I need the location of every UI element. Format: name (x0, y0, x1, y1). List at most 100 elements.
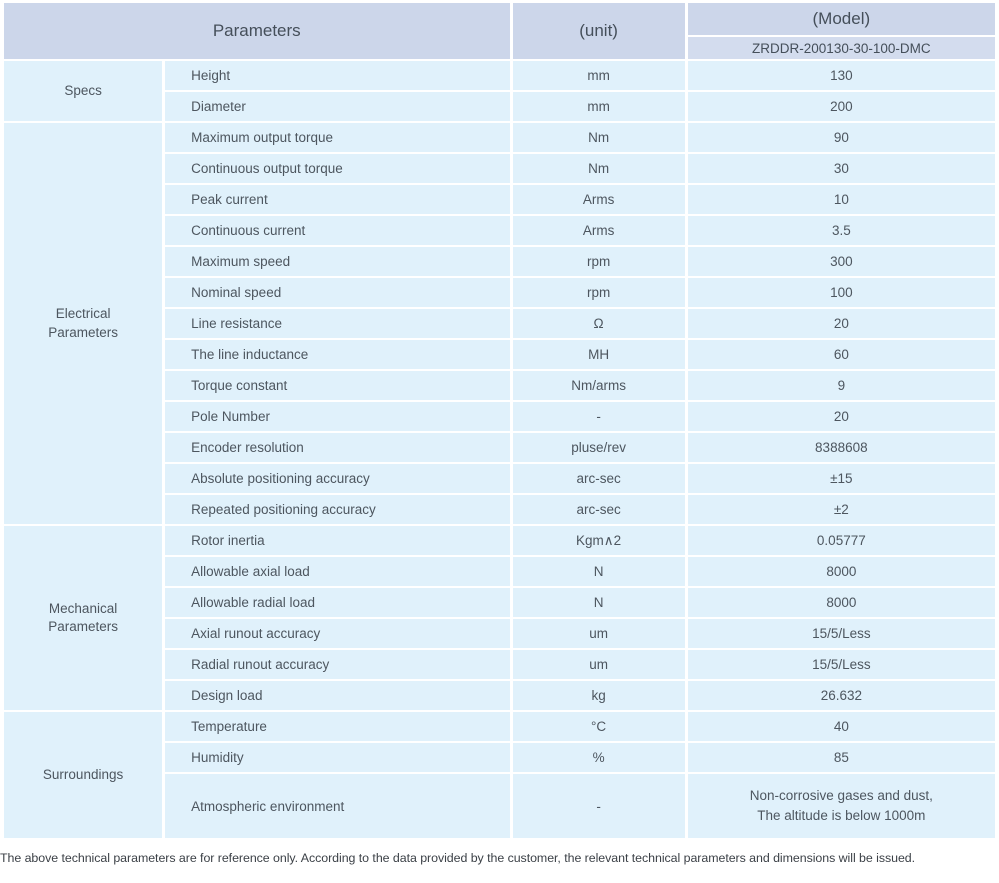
param-cell: Torque constant (165, 371, 510, 400)
param-cell: Allowable axial load (165, 557, 510, 586)
unit-cell: rpm (512, 247, 685, 276)
value-cell: 20 (687, 309, 995, 338)
table-row: Maximum speed rpm 300 (4, 247, 995, 276)
unit-header: (unit) (512, 3, 685, 59)
section-label: Electrical Parameters (4, 123, 163, 524)
unit-cell: Nm (512, 123, 685, 152)
param-cell: Nominal speed (165, 278, 510, 307)
param-cell: Diameter (165, 92, 510, 121)
value-cell: 30 (687, 154, 995, 183)
unit-cell: N (512, 588, 685, 617)
param-cell: Maximum speed (165, 247, 510, 276)
unit-cell: rpm (512, 278, 685, 307)
param-cell: Peak current (165, 185, 510, 214)
unit-cell: - (512, 774, 685, 838)
unit-cell: um (512, 619, 685, 648)
value-cell: 26.632 (687, 681, 995, 710)
param-cell: Design load (165, 681, 510, 710)
unit-cell: - (512, 402, 685, 431)
param-cell: Continuous current (165, 216, 510, 245)
value-cell: 8000 (687, 557, 995, 586)
unit-cell: N (512, 557, 685, 586)
value-cell: 85 (687, 743, 995, 772)
unit-cell: Nm/arms (512, 371, 685, 400)
param-cell: Axial runout accuracy (165, 619, 510, 648)
table-row: Surroundings Temperature °C 40 (4, 712, 995, 838)
value-cell: 15/5/Less (687, 650, 995, 679)
table-row: Nominal speed rpm 100 (4, 278, 995, 307)
param-cell: Atmospheric environment (165, 774, 510, 838)
section-label: Specs (4, 61, 163, 121)
table-row: The line inductance MH 60 (4, 340, 995, 369)
unit-cell: mm (512, 61, 685, 90)
spec-table-body: Specs Height mm 130 Diameter mm 200 Electrical … (4, 61, 995, 838)
param-cell: Maximum output torque (165, 123, 510, 152)
model-header: (Model) (687, 3, 995, 35)
footer-note: The above technical parameters are for r… (0, 851, 916, 865)
param-cell: Allowable radial load (165, 588, 510, 617)
unit-cell: arc-sec (512, 464, 685, 493)
param-cell: Continuous output torque (165, 154, 510, 183)
value-cell: 8388608 (687, 433, 995, 462)
table-row: Specs Height mm 130 (4, 61, 995, 121)
table-row: Peak current Arms 10 (4, 185, 995, 214)
unit-cell: % (512, 743, 685, 772)
value-cell: 60 (687, 340, 995, 369)
header-row-2: ZRDDR-200130-30-100-DMC (4, 37, 995, 59)
value-cell: 300 (687, 247, 995, 276)
param-cell: Encoder resolution (165, 433, 510, 462)
table-row: Radial runout accuracy um 15/5/Less (4, 650, 995, 679)
unit-cell: um (512, 650, 685, 679)
value-cell: 0.05777 (687, 526, 995, 555)
model-number: ZRDDR-200130-30-100-DMC (687, 37, 995, 59)
table-row: Allowable radial load N 8000 (4, 588, 995, 617)
spec-table: Parameters (unit) (Model) ZRDDR-200130-3… (1, 1, 998, 840)
unit-cell: pluse/rev (512, 433, 685, 462)
value-cell: 200 (687, 92, 995, 121)
value-cell: 40 (687, 712, 995, 741)
unit-cell: Arms (512, 216, 685, 245)
table-row: Atmospheric environment - Non-corrosive ga… (4, 774, 995, 838)
table-row: Encoder resolution pluse/rev 8388608 (4, 433, 995, 462)
unit-cell: °C (512, 712, 685, 741)
param-cell: Rotor inertia (165, 526, 510, 555)
unit-cell: Nm (512, 154, 685, 183)
param-cell: Repeated positioning accuracy (165, 495, 510, 524)
param-cell: Height (165, 61, 510, 90)
param-cell: Line resistance (165, 309, 510, 338)
unit-cell: Ω (512, 309, 685, 338)
table-row: Design load kg 26.632 (4, 681, 995, 710)
table-row: Absolute positioning accuracy arc-sec ±15 (4, 464, 995, 493)
value-cell: 130 (687, 61, 995, 90)
table-row: Continuous current Arms 3.5 (4, 216, 995, 245)
header-row-1: Parameters (unit) (Model) (4, 3, 995, 59)
table-row: Axial runout accuracy um 15/5/Less (4, 619, 995, 648)
unit-cell: Kgm∧2 (512, 526, 685, 555)
value-cell: 8000 (687, 588, 995, 617)
unit-cell: arc-sec (512, 495, 685, 524)
value-cell: ±2 (687, 495, 995, 524)
value-cell: 20 (687, 402, 995, 431)
parameters-header: Parameters (4, 3, 510, 59)
value-cell: ±15 (687, 464, 995, 493)
param-cell: Humidity (165, 743, 510, 772)
table-row: Torque constant Nm/arms 9 (4, 371, 995, 400)
table-row: Continuous output torque Nm 30 (4, 154, 995, 183)
table-row: Humidity% 85 (4, 743, 995, 772)
table-row: Mechanical Parameters Rotor inertia Kgm∧2 0… (4, 526, 995, 710)
value-cell: 90 (687, 123, 995, 152)
table-row: Electrical Parameters Maximum output torq… (4, 123, 995, 524)
value-cell: 100 (687, 278, 995, 307)
table-row: Diameter mm 200 (4, 92, 995, 121)
section-label: Surroundings (4, 712, 163, 838)
param-cell: The line inductance (165, 340, 510, 369)
value-cell: 9 (687, 371, 995, 400)
unit-cell: MH (512, 340, 685, 369)
value-cell: 3.5 (687, 216, 995, 245)
unit-cell: kg (512, 681, 685, 710)
unit-cell: mm (512, 92, 685, 121)
param-cell: Absolute positioning accuracy (165, 464, 510, 493)
value-cell: 15/5/Less (687, 619, 995, 648)
param-cell: Radial runout accuracy (165, 650, 510, 679)
